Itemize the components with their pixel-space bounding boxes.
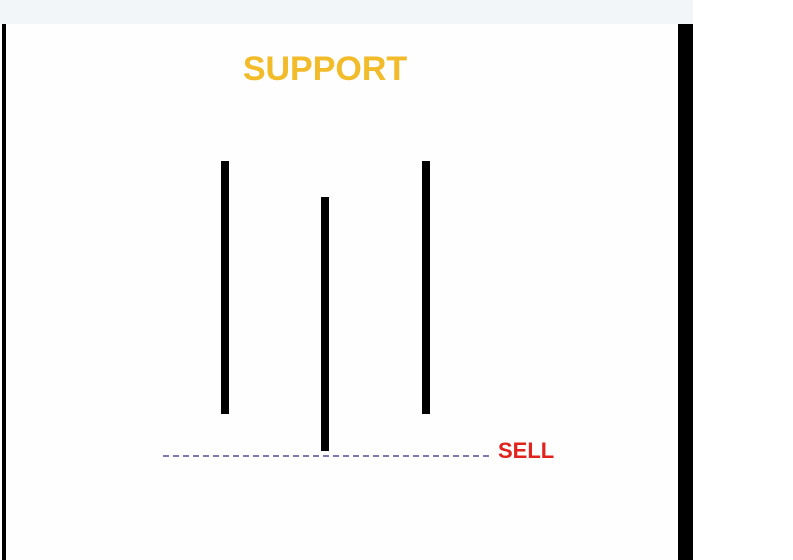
price-stick-3 [422,161,430,414]
right-border [678,24,693,560]
diagram-panel [2,24,678,560]
left-border [2,24,6,560]
price-stick-1 [221,161,229,414]
sell-label: SELL [498,438,555,463]
support-level-line [163,455,489,457]
diagram-title: SUPPORT [242,50,408,88]
top-strip [0,0,693,24]
price-stick-2 [321,197,329,451]
